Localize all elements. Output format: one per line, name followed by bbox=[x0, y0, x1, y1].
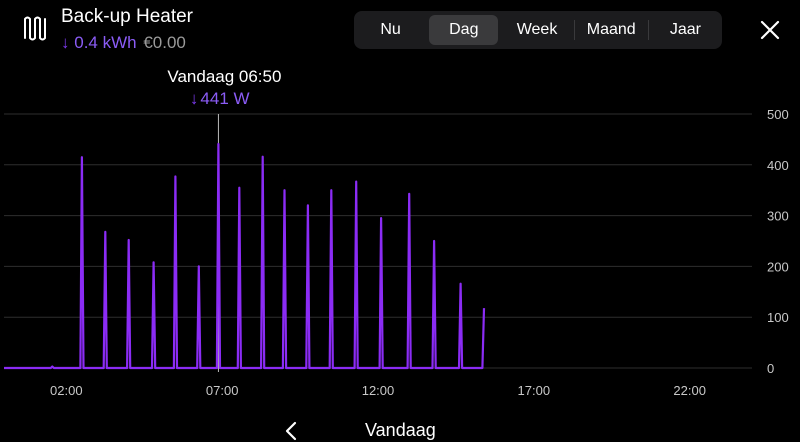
x-axis-labels: 02:00 07:00 12:00 17:00 22:00 bbox=[50, 383, 706, 398]
tab-dag[interactable]: Dag bbox=[429, 15, 499, 45]
y-tick-label: 0 bbox=[767, 361, 774, 376]
arrow-down-icon: ↓ bbox=[61, 33, 70, 52]
y-tick-label: 300 bbox=[767, 209, 789, 224]
heater-icon bbox=[24, 16, 46, 41]
chevron-left-icon[interactable] bbox=[283, 420, 299, 442]
y-tick-label: 200 bbox=[767, 259, 789, 274]
tab-maand[interactable]: Maand bbox=[586, 21, 636, 38]
period-selector: Nu Dag Week Maand Jaar bbox=[354, 11, 722, 49]
tooltip-time: Vandaag 06:50 bbox=[167, 67, 281, 86]
energy-value: 0.4 kWh bbox=[74, 33, 137, 52]
x-tick-label: 17:00 bbox=[518, 383, 551, 398]
close-icon[interactable] bbox=[758, 18, 782, 42]
divider bbox=[647, 20, 649, 40]
y-axis-labels: 0 100 200 300 400 500 bbox=[767, 107, 789, 376]
y-tick-label: 400 bbox=[767, 158, 789, 173]
date-label: Vandaag bbox=[365, 420, 436, 440]
x-tick-label: 07:00 bbox=[206, 383, 239, 398]
arrow-down-icon: ↓ bbox=[190, 89, 199, 108]
divider bbox=[573, 20, 575, 40]
x-tick-label: 02:00 bbox=[50, 383, 83, 398]
series-line-power bbox=[4, 142, 486, 370]
energy-summary: ↓ 0.4 kWh €0.00 bbox=[61, 33, 186, 53]
tab-nu[interactable]: Nu bbox=[380, 21, 401, 38]
x-tick-label: 12:00 bbox=[362, 383, 395, 398]
device-title: Back-up Heater bbox=[61, 6, 194, 27]
tab-jaar[interactable]: Jaar bbox=[669, 21, 701, 38]
tooltip-value: 441 W bbox=[200, 89, 249, 108]
chart-grid bbox=[4, 113, 752, 369]
cost-value: €0.00 bbox=[143, 33, 186, 52]
y-tick-label: 100 bbox=[767, 310, 789, 325]
x-tick-label: 22:00 bbox=[673, 383, 706, 398]
y-tick-label: 500 bbox=[767, 107, 789, 122]
tab-week[interactable]: Week bbox=[516, 21, 558, 38]
